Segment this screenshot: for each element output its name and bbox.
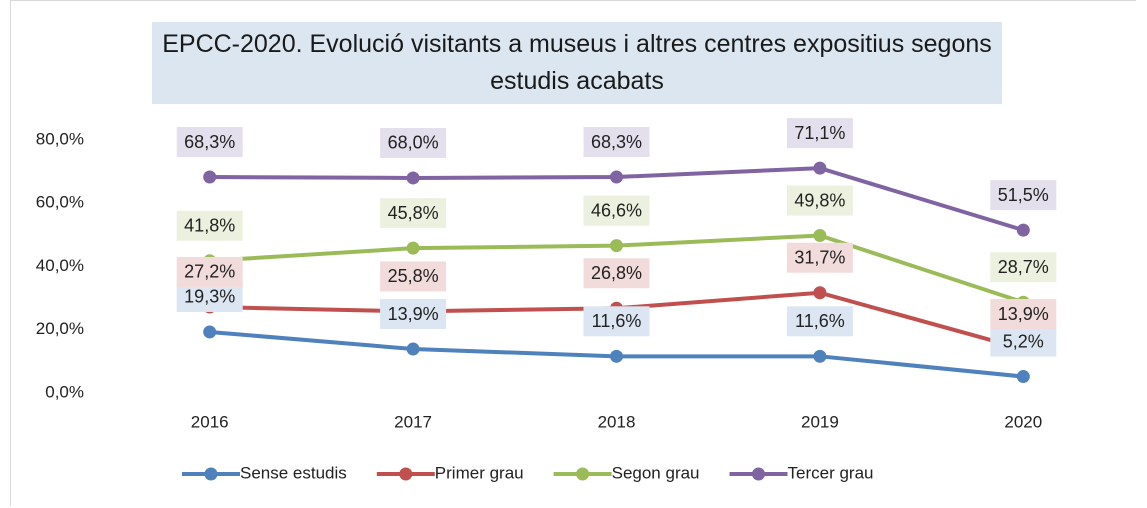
data-label: 11,6% (592, 311, 642, 331)
data-label-bg (583, 127, 650, 158)
data-label-bg (786, 118, 853, 149)
data-label-bg (583, 258, 650, 289)
point (406, 171, 420, 185)
data-label: 26,8% (591, 263, 642, 283)
data-label: 25,8% (388, 266, 439, 286)
data-label: 68,0% (388, 133, 439, 153)
data-label: 68,3% (591, 132, 642, 152)
point (406, 342, 420, 356)
y-tick-label: 0,0% (45, 382, 84, 401)
data-label-bg (990, 180, 1057, 211)
x-tick-label: 2020 (1004, 412, 1042, 431)
point (813, 161, 827, 175)
data-label-bg (786, 242, 853, 273)
data-label: 5,2% (1003, 331, 1044, 351)
data-label: 45,8% (388, 203, 439, 223)
legend-label: Tercer grau (788, 463, 874, 482)
chart-frame (10, 0, 1136, 506)
point (406, 241, 420, 255)
data-label: 31,7% (794, 247, 845, 267)
data-label: 13,9% (998, 304, 1049, 324)
x-tick-label: 2019 (801, 412, 839, 431)
y-tick-label: 40,0% (36, 256, 84, 275)
data-label-bg (583, 306, 650, 337)
data-label: 28,7% (998, 257, 1049, 277)
data-label: 19,3% (184, 287, 235, 307)
y-tick-label: 80,0% (36, 129, 84, 148)
data-label: 41,8% (184, 216, 235, 236)
legend-label: Primer grau (435, 463, 524, 482)
data-label: 27,2% (184, 262, 235, 282)
point (1016, 370, 1030, 384)
data-label-bg (380, 127, 447, 158)
point (1016, 223, 1030, 237)
data-label-bg (990, 252, 1057, 283)
point (813, 286, 827, 300)
data-label: 46,6% (591, 200, 642, 220)
x-tick-label: 2017 (394, 412, 432, 431)
data-label-bg (380, 198, 447, 229)
legend-label: Sense estudis (240, 463, 347, 482)
data-label: 49,8% (794, 190, 845, 210)
y-tick-label: 20,0% (36, 319, 84, 338)
legend-marker (752, 467, 766, 481)
legend-marker (399, 467, 413, 481)
data-label: 51,5% (998, 185, 1049, 205)
data-label-bg (583, 195, 650, 226)
legend-label: Segon grau (612, 463, 700, 482)
data-label-bg (176, 210, 243, 241)
data-label: 68,3% (184, 132, 235, 152)
x-tick-label: 2016 (191, 412, 229, 431)
data-label-bg (786, 185, 853, 216)
data-label-bg (380, 261, 447, 292)
point (813, 349, 827, 363)
data-label-bg (786, 306, 853, 337)
point (203, 170, 217, 184)
legend-marker (204, 467, 218, 481)
data-label: 11,6% (795, 311, 845, 331)
x-tick-label: 2018 (598, 412, 636, 431)
data-label-bg (380, 299, 447, 330)
point (203, 325, 217, 339)
y-tick-label: 60,0% (36, 193, 84, 212)
chart-title: EPCC-2020. Evolució visitants a museus i… (152, 22, 1002, 104)
point (610, 349, 623, 363)
data-label-bg (990, 326, 1057, 357)
data-label: 13,9% (388, 304, 439, 324)
legend-marker (576, 467, 590, 481)
data-label-bg (990, 299, 1057, 330)
data-label-bg (176, 127, 243, 158)
data-label-bg (176, 256, 243, 287)
point (813, 229, 827, 243)
point (610, 239, 623, 253)
data-label: 71,1% (794, 123, 845, 143)
point (610, 170, 623, 184)
